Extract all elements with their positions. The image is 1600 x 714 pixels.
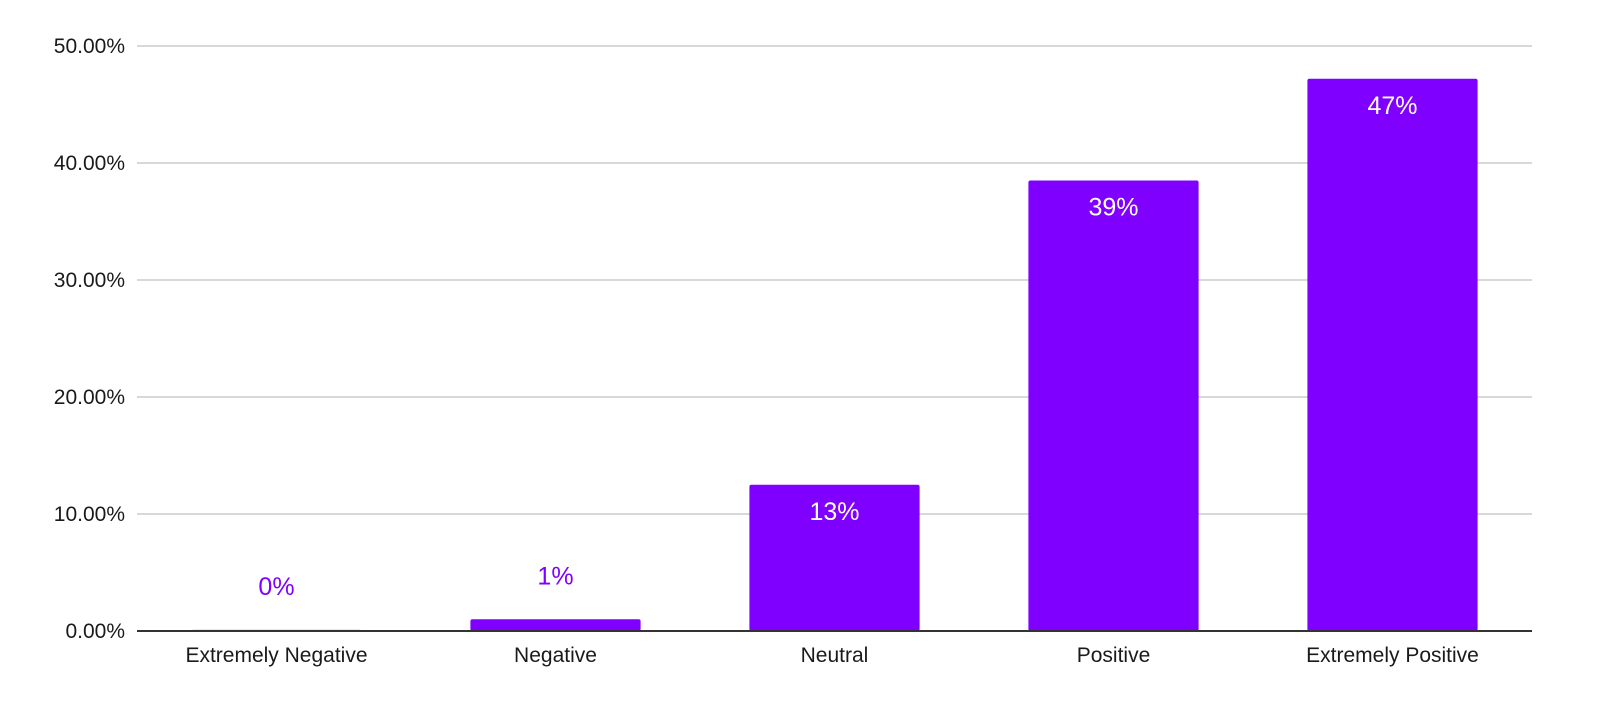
data-label: 13%	[809, 498, 859, 526]
y-tick-label: 50.00%	[54, 35, 125, 58]
y-tick-label: 40.00%	[54, 152, 125, 175]
gridlines	[137, 45, 1532, 515]
x-tick-label: Negative	[514, 644, 597, 667]
x-tick-label: Extremely Positive	[1306, 644, 1479, 667]
x-tick-label: Positive	[1077, 644, 1151, 667]
y-tick-label: 10.00%	[54, 503, 125, 526]
bars	[191, 78, 1478, 632]
bar-neutral	[749, 484, 920, 631]
bar-extremely-positive	[1307, 78, 1478, 631]
data-label: 0%	[258, 573, 294, 601]
x-tick-label: Neutral	[801, 644, 869, 667]
axes: 0.00% 10.00% 20.00% 30.00% 40.00% 50.00%	[54, 35, 1532, 643]
bar-positive	[1028, 180, 1199, 632]
x-tick-label: Extremely Negative	[185, 644, 367, 667]
y-tick-label: 20.00%	[54, 386, 125, 409]
labels: Extremely Negative 0% Negative 1% Neutral 13%…	[185, 92, 1478, 667]
data-label: 39%	[1088, 194, 1138, 222]
data-label: 47%	[1367, 92, 1417, 120]
bar-negative	[470, 619, 641, 631]
y-tick-label: 0.00%	[65, 620, 125, 643]
data-label: 1%	[537, 562, 573, 590]
y-tick-label: 30.00%	[54, 269, 125, 292]
